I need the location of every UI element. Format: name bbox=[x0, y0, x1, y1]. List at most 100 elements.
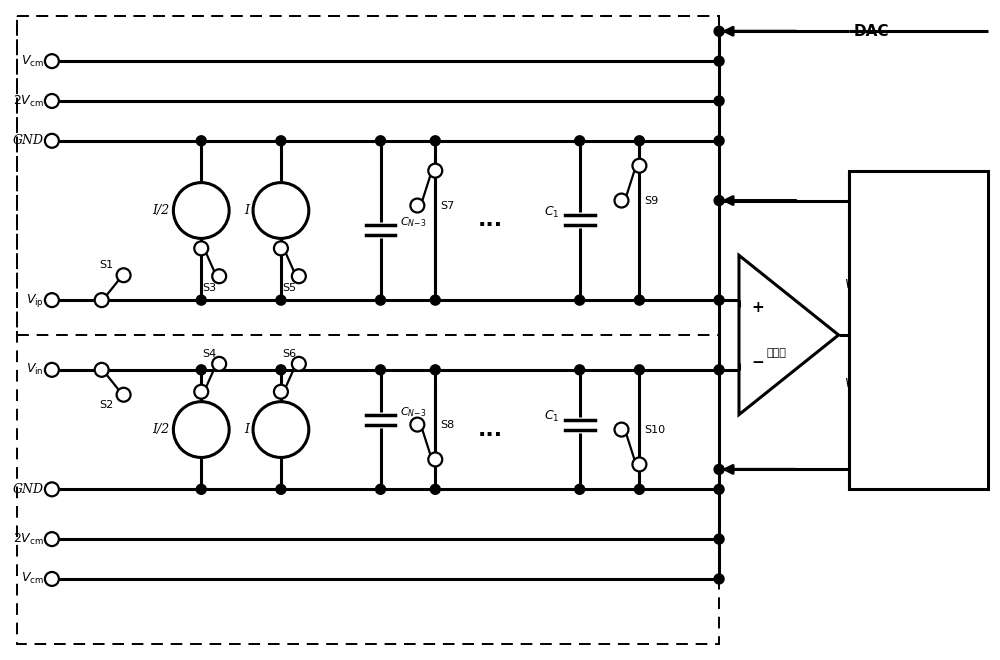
Text: GND: GND bbox=[13, 134, 44, 147]
Text: S3: S3 bbox=[202, 283, 216, 293]
Circle shape bbox=[410, 199, 424, 213]
Circle shape bbox=[274, 385, 288, 399]
Circle shape bbox=[45, 532, 59, 546]
Bar bbox=[849, 171, 988, 489]
Text: $V_{\rm p}$: $V_{\rm p}$ bbox=[844, 277, 859, 294]
Circle shape bbox=[430, 484, 440, 494]
Circle shape bbox=[376, 295, 385, 305]
Circle shape bbox=[575, 295, 585, 305]
Circle shape bbox=[428, 164, 442, 178]
Text: −: − bbox=[751, 355, 764, 370]
Circle shape bbox=[194, 385, 208, 399]
Circle shape bbox=[196, 295, 206, 305]
Text: S5: S5 bbox=[282, 283, 296, 293]
Circle shape bbox=[615, 422, 628, 436]
Circle shape bbox=[117, 388, 131, 402]
Circle shape bbox=[45, 293, 59, 307]
Text: S1: S1 bbox=[100, 260, 114, 271]
Circle shape bbox=[714, 365, 724, 375]
Circle shape bbox=[575, 365, 585, 375]
Text: S7: S7 bbox=[440, 201, 455, 211]
Circle shape bbox=[714, 26, 724, 36]
Circle shape bbox=[714, 574, 724, 584]
Text: 负端: 负端 bbox=[854, 473, 870, 486]
Text: S9: S9 bbox=[644, 195, 659, 205]
Text: DAC: DAC bbox=[854, 24, 889, 39]
Circle shape bbox=[714, 136, 724, 146]
Text: S6: S6 bbox=[282, 349, 296, 359]
Circle shape bbox=[173, 183, 229, 238]
Text: S2: S2 bbox=[100, 400, 114, 410]
Circle shape bbox=[276, 365, 286, 375]
Circle shape bbox=[292, 269, 306, 283]
Text: S8: S8 bbox=[440, 420, 455, 430]
Circle shape bbox=[196, 136, 206, 146]
Circle shape bbox=[194, 242, 208, 255]
Circle shape bbox=[253, 183, 309, 238]
Circle shape bbox=[428, 453, 442, 467]
Circle shape bbox=[212, 269, 226, 283]
Circle shape bbox=[196, 365, 206, 375]
Circle shape bbox=[253, 402, 309, 457]
Text: S4: S4 bbox=[202, 349, 216, 359]
Circle shape bbox=[196, 484, 206, 494]
Circle shape bbox=[430, 136, 440, 146]
Text: 块: 块 bbox=[911, 362, 926, 386]
Text: GND: GND bbox=[13, 483, 44, 496]
Circle shape bbox=[632, 158, 646, 173]
Circle shape bbox=[575, 136, 585, 146]
Text: $V_{\rm in}$: $V_{\rm in}$ bbox=[26, 362, 44, 378]
Circle shape bbox=[430, 295, 440, 305]
Circle shape bbox=[714, 96, 724, 106]
Circle shape bbox=[430, 365, 440, 375]
Text: $V_{\rm cm}$: $V_{\rm cm}$ bbox=[21, 572, 44, 587]
Circle shape bbox=[95, 293, 109, 307]
Circle shape bbox=[634, 295, 644, 305]
Circle shape bbox=[45, 363, 59, 377]
Circle shape bbox=[95, 363, 109, 377]
Text: DAC: DAC bbox=[854, 176, 886, 189]
Bar bbox=[17, 16, 719, 644]
Circle shape bbox=[45, 482, 59, 496]
Circle shape bbox=[714, 484, 724, 494]
Circle shape bbox=[575, 484, 585, 494]
Bar bbox=[17, 16, 719, 335]
Text: $V_{\rm n}$: $V_{\rm n}$ bbox=[844, 378, 859, 392]
Text: $C_{N\mathsf{-}3}$: $C_{N\mathsf{-}3}$ bbox=[400, 216, 427, 230]
Text: I: I bbox=[244, 204, 249, 217]
Circle shape bbox=[634, 136, 644, 146]
Text: 模: 模 bbox=[911, 334, 926, 358]
Circle shape bbox=[276, 484, 286, 494]
Circle shape bbox=[45, 134, 59, 148]
Circle shape bbox=[634, 484, 644, 494]
Text: ...: ... bbox=[477, 211, 503, 230]
Circle shape bbox=[376, 365, 385, 375]
Circle shape bbox=[45, 572, 59, 586]
Text: 逻: 逻 bbox=[911, 278, 926, 302]
Text: $V_{\rm cm}$: $V_{\rm cm}$ bbox=[21, 53, 44, 69]
Circle shape bbox=[117, 268, 131, 282]
Circle shape bbox=[45, 94, 59, 108]
Text: $C_1$: $C_1$ bbox=[544, 409, 560, 424]
Circle shape bbox=[376, 136, 385, 146]
Circle shape bbox=[714, 465, 724, 475]
Circle shape bbox=[632, 457, 646, 471]
Circle shape bbox=[173, 402, 229, 457]
Text: S10: S10 bbox=[644, 424, 666, 434]
Text: $C_1$: $C_1$ bbox=[544, 205, 560, 220]
Circle shape bbox=[376, 484, 385, 494]
Circle shape bbox=[276, 136, 286, 146]
Circle shape bbox=[634, 365, 644, 375]
Circle shape bbox=[212, 357, 226, 371]
Text: $2V_{\rm cm}$: $2V_{\rm cm}$ bbox=[13, 531, 44, 546]
Circle shape bbox=[615, 193, 628, 207]
Text: I/2: I/2 bbox=[152, 423, 169, 436]
Text: 正端: 正端 bbox=[854, 203, 870, 218]
Circle shape bbox=[714, 56, 724, 66]
Text: DAC: DAC bbox=[854, 444, 886, 459]
Circle shape bbox=[274, 242, 288, 255]
Text: $C_{N\mathsf{-}3}$: $C_{N\mathsf{-}3}$ bbox=[400, 405, 427, 418]
Text: $V_{\rm ip}$: $V_{\rm ip}$ bbox=[26, 292, 44, 309]
Circle shape bbox=[714, 295, 724, 305]
Circle shape bbox=[45, 54, 59, 68]
